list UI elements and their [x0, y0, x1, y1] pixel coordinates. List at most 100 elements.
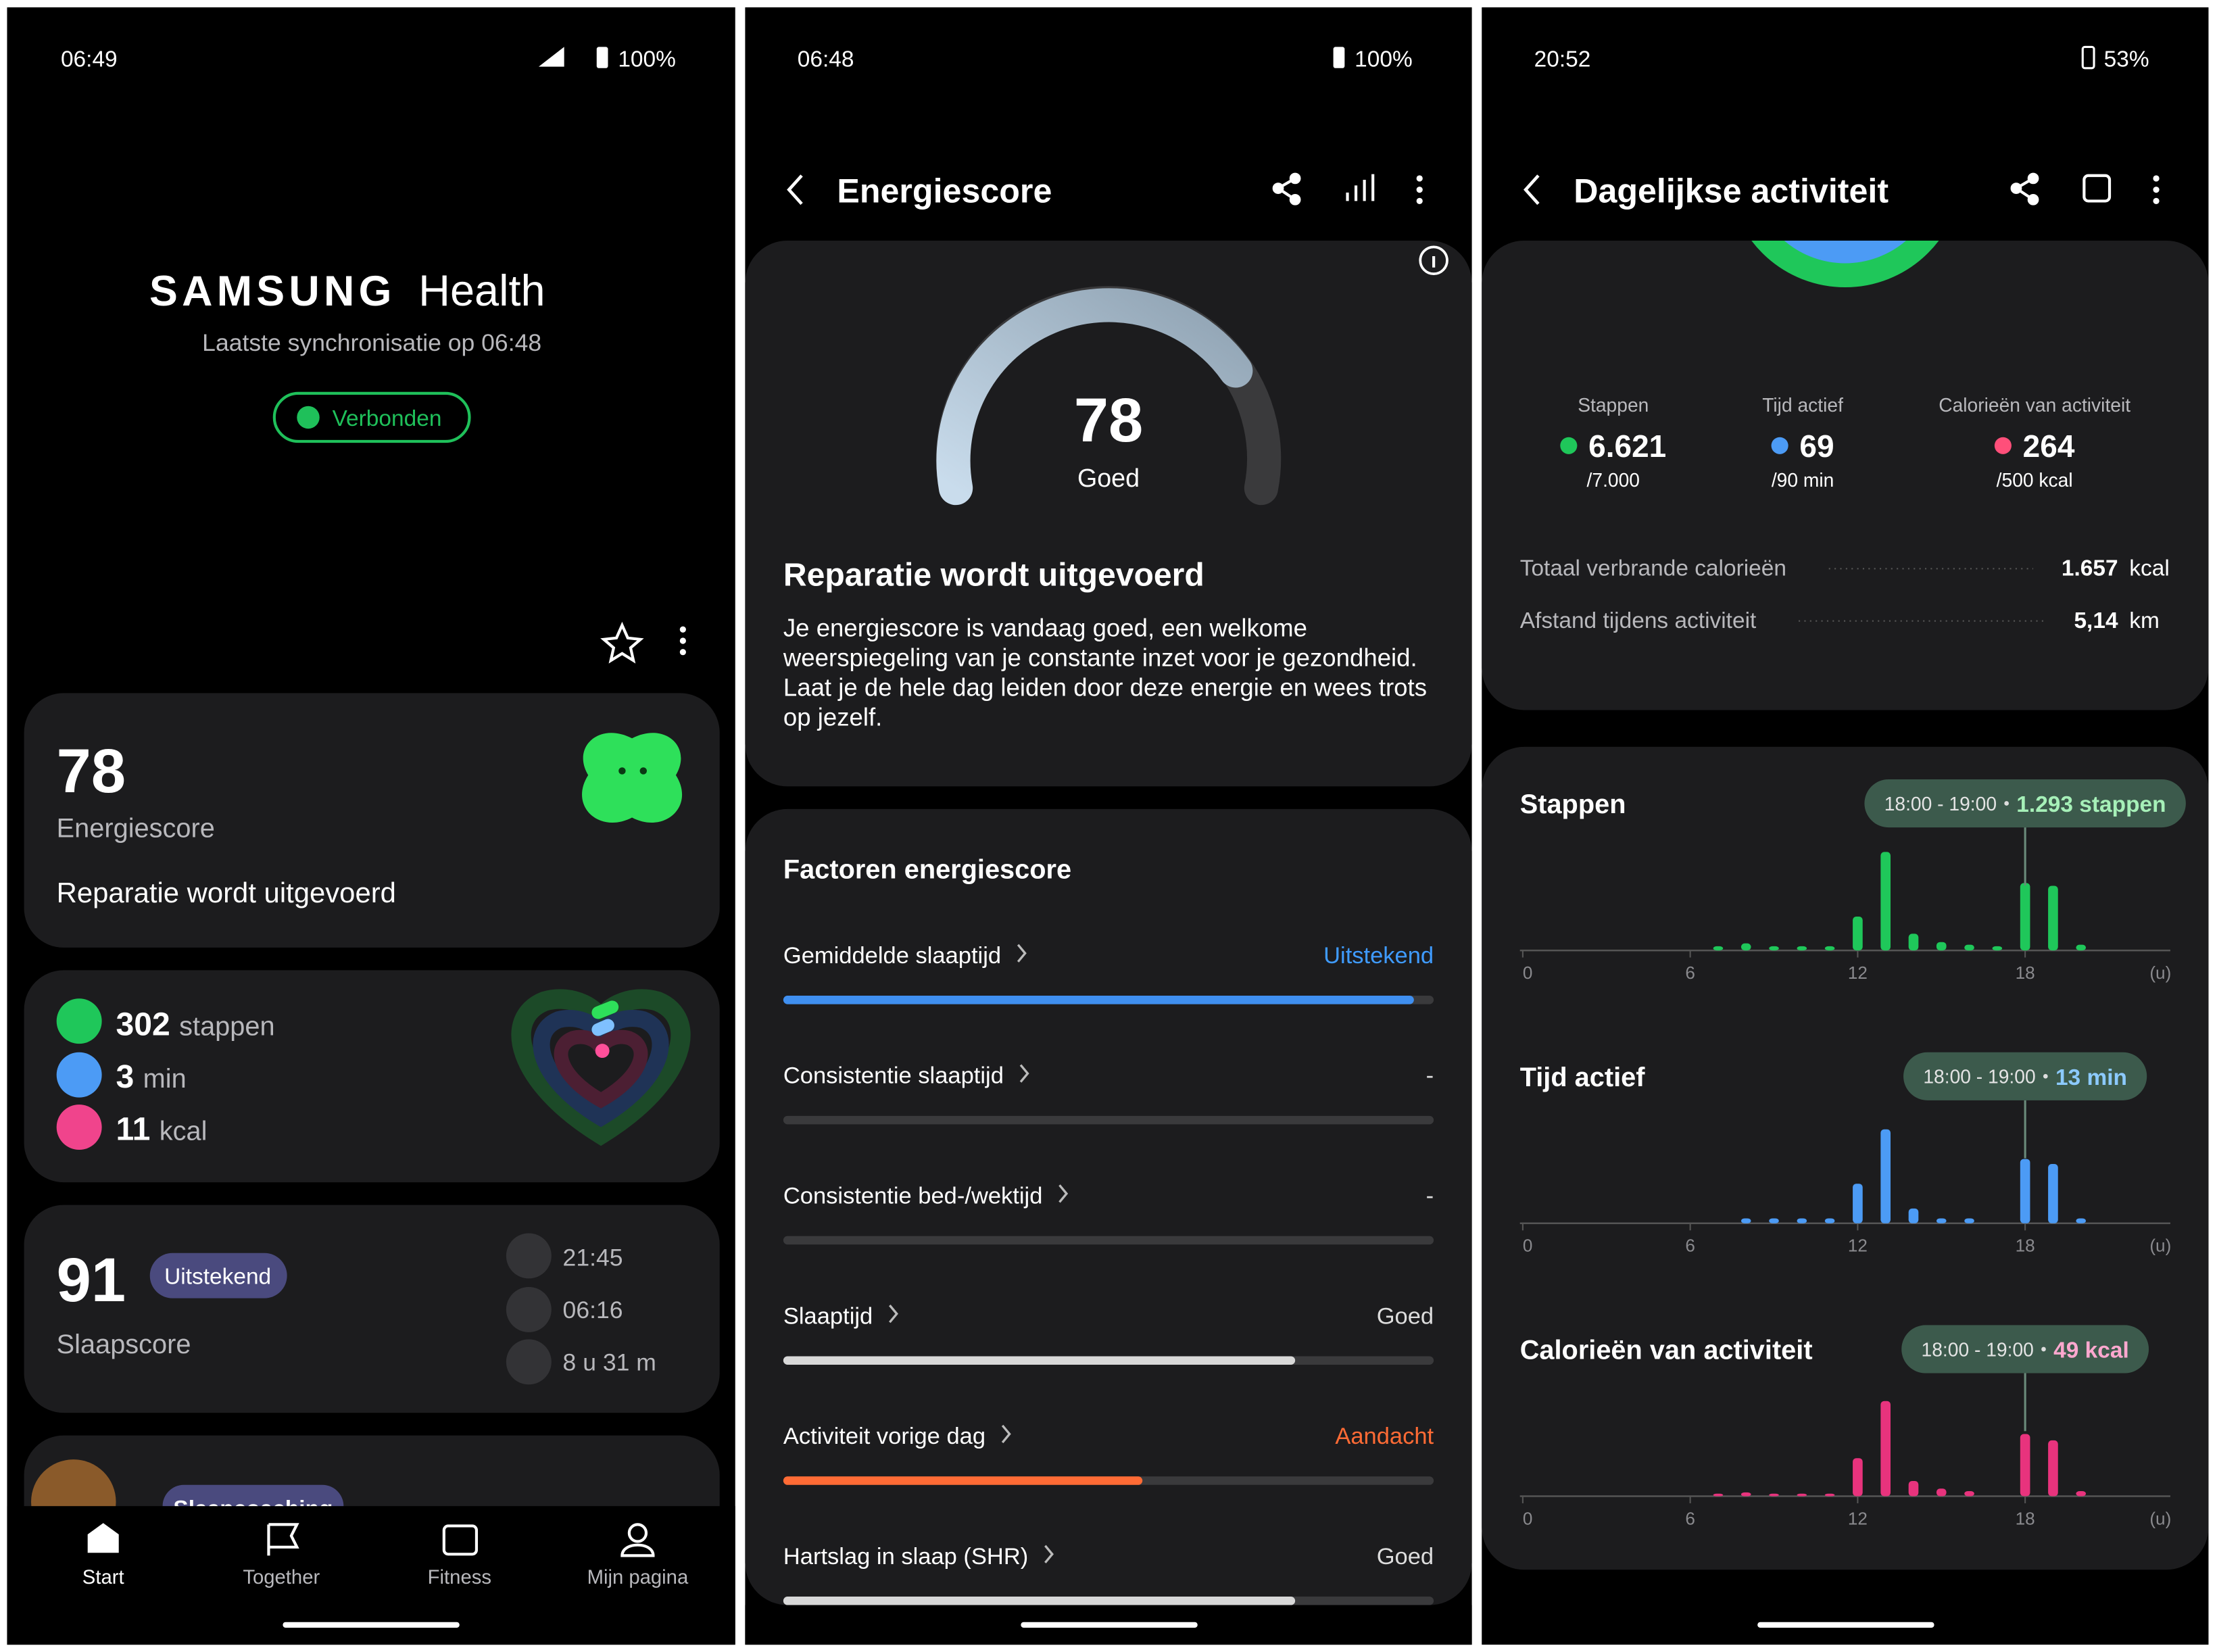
time-unit: min [143, 1064, 187, 1094]
bar [2076, 1491, 2087, 1497]
bar [1853, 1458, 1863, 1497]
factor-name[interactable]: Activiteit vorige dag [783, 1424, 985, 1449]
factor-name[interactable]: Consistentie slaaptijd [783, 1063, 1004, 1089]
summary-line: weerspiegeling van je constante inzet vo… [783, 644, 1417, 672]
bar [1908, 1208, 1919, 1223]
bar [2048, 885, 2058, 951]
tooltip-separator [2043, 1073, 2048, 1079]
kcal-value: 11 [116, 1111, 151, 1147]
gauge-fill [936, 288, 1253, 506]
total-value: 1.657 [2062, 556, 2118, 581]
factor-name[interactable]: Gemiddelde slaaptijd [783, 943, 1001, 969]
energy-card[interactable] [24, 693, 720, 948]
more-icon[interactable] [679, 626, 686, 656]
summary-label: Calorieën van activiteit [1939, 394, 2130, 416]
factors-card [745, 808, 1472, 1605]
factor-name[interactable]: Consistentie bed-/wektijd [783, 1184, 1043, 1209]
bar [1740, 1218, 1751, 1223]
bar [1964, 944, 1974, 951]
nav-icon[interactable] [620, 1523, 655, 1557]
calendar-button[interactable] [2082, 174, 2112, 203]
status-time: 06:49 [61, 47, 118, 72]
bar [1936, 942, 1947, 951]
nav-icon[interactable] [267, 1523, 299, 1556]
back-button[interactable] [1523, 174, 1540, 205]
chevron [889, 1305, 898, 1323]
bar [1769, 946, 1779, 951]
factor-name[interactable]: Slaaptijd [783, 1303, 873, 1329]
bar [1824, 1218, 1835, 1223]
sleep-label: Slaapscore [57, 1330, 191, 1359]
screen-title: Energiescore [837, 172, 1052, 210]
x-tick-label: 12 [1848, 1508, 1868, 1528]
total-unit: kcal [2129, 556, 2169, 581]
summary-card [1482, 240, 2209, 710]
star-icon[interactable] [600, 621, 644, 664]
summary-value: 264 [2023, 429, 2075, 464]
sleep-badge-label: Uitstekend [164, 1265, 271, 1290]
total-label: Afstand tijdens activiteit [1520, 608, 1757, 633]
factor-fill [783, 1476, 1143, 1485]
bar [1880, 1129, 1891, 1223]
nav-label[interactable]: Together [243, 1566, 320, 1588]
back-button[interactable] [787, 174, 803, 205]
factor-name[interactable]: Hartslag in slaap (SHR) [783, 1544, 1028, 1570]
bar [1713, 1493, 1724, 1497]
brand: SAMSUNG [149, 268, 396, 315]
bar [1740, 943, 1751, 951]
nav-label[interactable]: Mijn pagina [587, 1566, 689, 1588]
factor-rating: - [1426, 1184, 1434, 1209]
share-button[interactable] [1272, 172, 1301, 205]
energy-score: 78 [57, 736, 126, 806]
info-button[interactable] [1419, 245, 1448, 276]
battery-icon [596, 47, 608, 68]
summary-icon [1771, 437, 1788, 454]
duration-icon [506, 1339, 552, 1385]
bar [2048, 1163, 2058, 1223]
sync-text: Laatste synchronisatie op 06:48 [202, 329, 541, 356]
gauge-score: 78 [1074, 385, 1143, 455]
bar [1853, 1184, 1863, 1223]
nav-icon[interactable] [87, 1523, 119, 1553]
bar [1964, 1218, 1974, 1223]
chevron [1044, 1545, 1054, 1563]
tooltip-separator [2004, 801, 2009, 806]
factor-rating: - [1426, 1063, 1434, 1089]
battery: 100% [1355, 47, 1413, 72]
summary-goal: /90 min [1772, 469, 1834, 491]
bar [1769, 1493, 1779, 1497]
bar [2076, 1218, 2087, 1223]
chevron [1001, 1424, 1011, 1444]
bar [1797, 1493, 1807, 1497]
stats-button[interactable] [1346, 174, 1375, 201]
activity-rings [1728, 240, 1963, 288]
bar [1908, 933, 1919, 951]
bar [1964, 1491, 1974, 1497]
share-button[interactable] [2010, 172, 2039, 205]
x-tick-label: 12 [1848, 963, 1868, 983]
nav-label[interactable]: Fitness [428, 1566, 491, 1588]
nav-icon[interactable] [442, 1524, 479, 1556]
steps-icon [56, 998, 102, 1044]
summary-value: 6.621 [1588, 429, 1666, 464]
factor-list: Gemiddelde slaaptijd Uitstekend Consistent… [783, 943, 1434, 1605]
tooltip-time: 18:00 - 19:00 [1923, 1066, 2035, 1088]
connection-pill[interactable] [272, 391, 471, 443]
battery-icon [2081, 45, 2095, 70]
x-unit: (u) [2149, 1236, 2171, 1256]
more-button[interactable] [2153, 175, 2160, 205]
x-tick-label: 6 [1685, 963, 1695, 983]
tooltip-value: 1.293 stappen [2016, 792, 2166, 817]
chevron [1058, 1184, 1069, 1203]
steps-unit: stappen [179, 1012, 274, 1042]
nav-label[interactable]: Start [82, 1566, 124, 1588]
tooltip-value: 13 min [2055, 1065, 2127, 1090]
home-indicator [1021, 1622, 1198, 1628]
chart-title: Tijd actief [1520, 1063, 1646, 1092]
bar [2076, 944, 2087, 951]
more-button[interactable] [1416, 175, 1423, 205]
charts: Stappen 0 6 12 18 (u) 18:00 - 19:00 1.293 stapp… [1519, 779, 2186, 1528]
bar [1992, 946, 2003, 951]
tooltip-value: 49 kcal [2053, 1338, 2129, 1363]
